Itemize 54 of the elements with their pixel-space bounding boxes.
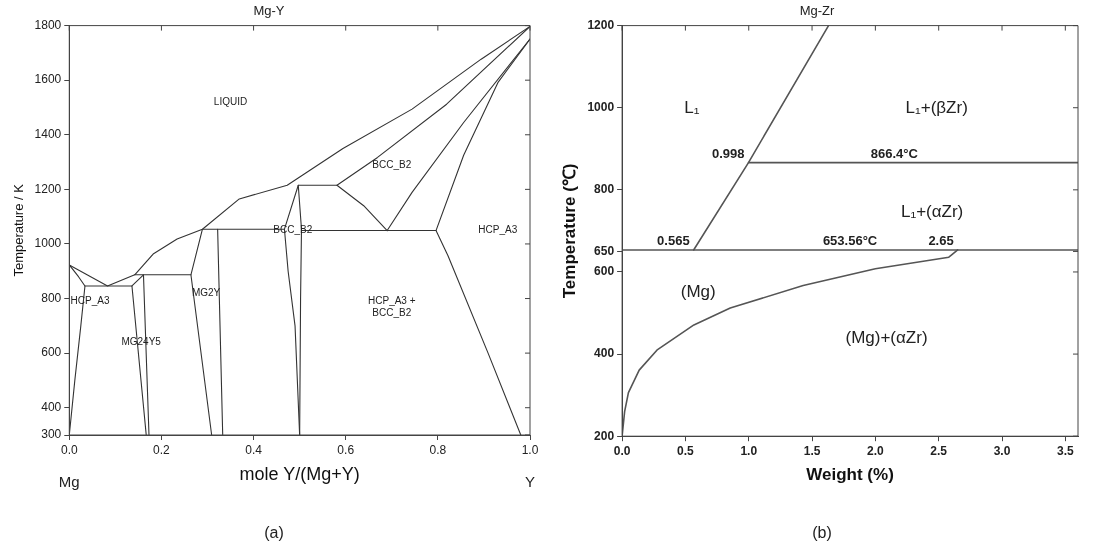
annotation: L₁+(αZr) xyxy=(900,202,964,222)
x-tick-label: 0.4 xyxy=(245,442,263,457)
text: Y xyxy=(524,473,536,491)
y-tick-label: 200 xyxy=(594,428,615,443)
y-tick-label: 600 xyxy=(41,345,62,360)
x-tick-label: 0.5 xyxy=(677,443,695,458)
y-tick-label: 1200 xyxy=(34,181,62,196)
annotation: 0.565 xyxy=(657,233,690,249)
y-tick-label: 800 xyxy=(594,182,615,197)
text: Mg xyxy=(58,473,80,491)
annotation: L₁+(βZr) xyxy=(905,97,968,117)
chart-title: Mg-Y xyxy=(253,3,285,19)
x-tick-label: 1.5 xyxy=(803,443,821,458)
y-tick-label: 1400 xyxy=(34,127,62,142)
x-tick-label: 0.0 xyxy=(60,442,78,457)
annotation: (Mg)+(αZr) xyxy=(845,327,928,347)
x-axis-title: mole Y/(Mg+Y) xyxy=(239,464,360,485)
y-tick-label: 650 xyxy=(594,243,615,258)
text: (b) xyxy=(811,523,833,543)
y-tick-label: 1200 xyxy=(587,17,615,32)
annotation: BCC_B2 xyxy=(372,158,412,171)
x-tick-label: 3.0 xyxy=(993,443,1011,458)
y-tick-label: 1000 xyxy=(34,236,62,251)
y-tick-label: 1000 xyxy=(587,100,615,115)
y-tick-label: 600 xyxy=(594,264,615,279)
x-tick-label: 2.0 xyxy=(867,443,885,458)
annotation: HCP_A3 xyxy=(478,224,518,237)
annotation: HCP_A3 + BCC_B2 xyxy=(368,294,416,319)
annotation: 866.4°C xyxy=(870,145,919,161)
annotation: 653.56°C xyxy=(822,233,878,249)
x-axis-title: Weight (%) xyxy=(806,465,894,485)
x-tick-label: 3.5 xyxy=(1056,443,1074,458)
x-tick-label: 0.6 xyxy=(337,442,355,457)
y-tick-label: 1800 xyxy=(34,17,62,32)
annotation: (Mg) xyxy=(680,282,716,302)
y-axis-title: Temperature (℃) xyxy=(559,163,579,299)
x-tick-label: 1.0 xyxy=(740,443,758,458)
text: (a) xyxy=(263,523,285,543)
x-tick-label: 2.5 xyxy=(930,443,948,458)
annotation: 2.65 xyxy=(928,233,954,249)
y-tick-label: 1600 xyxy=(34,72,62,87)
y-tick-label: 400 xyxy=(41,400,62,415)
annotation: 0.998 xyxy=(711,145,745,161)
x-tick-label: 0.2 xyxy=(153,442,171,457)
x-tick-label: 1.0 xyxy=(521,442,539,457)
annotation: LIQUID xyxy=(213,96,248,109)
x-tick-label: 0.0 xyxy=(613,443,631,458)
chart-title: Mg-Zr xyxy=(799,3,835,19)
x-tick-label: 0.8 xyxy=(429,442,447,457)
annotation: L₁ xyxy=(684,97,700,117)
y-tick-label: 800 xyxy=(41,290,62,305)
y-axis-title: Temperature / K xyxy=(11,183,27,277)
y-tick-label: 300 xyxy=(41,427,62,442)
y-tick-label: 400 xyxy=(594,346,615,361)
